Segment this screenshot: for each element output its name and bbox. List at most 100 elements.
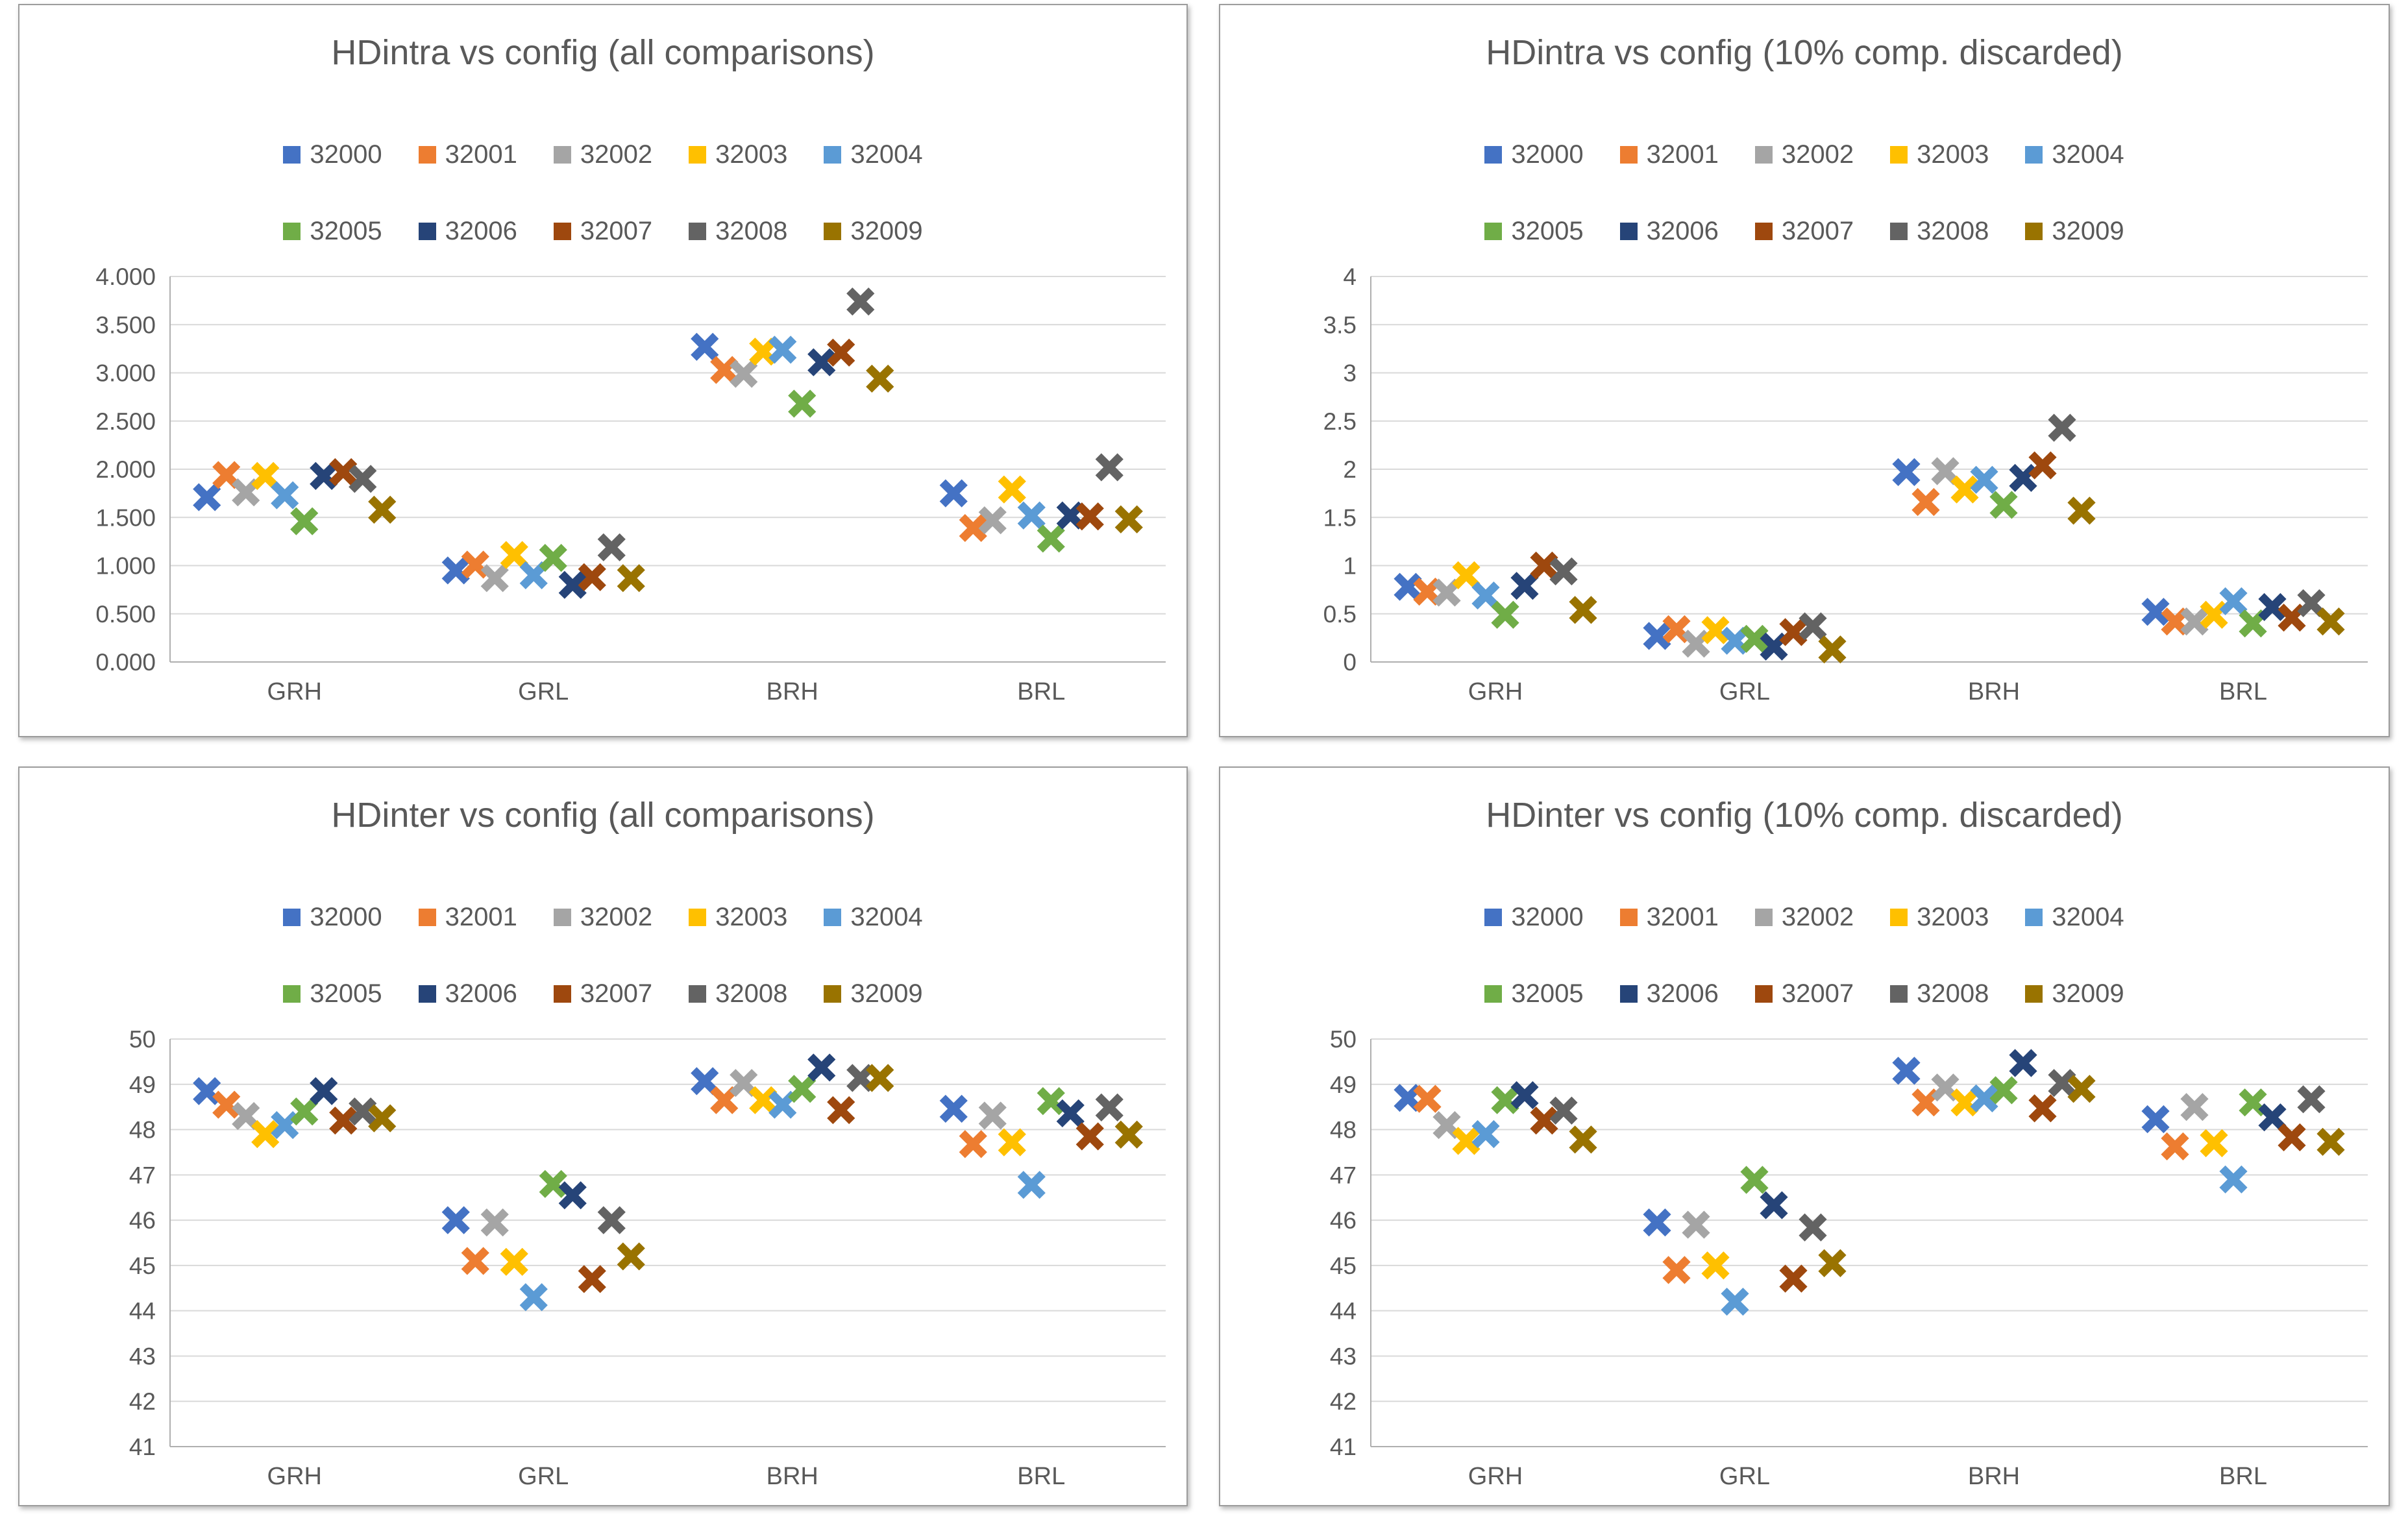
- scatter-marker-x: [1799, 1213, 1827, 1242]
- scatter-marker-x: [1075, 1122, 1104, 1151]
- legend-item-32008: 32008: [689, 979, 787, 1009]
- legend-item-32001: 32001: [1619, 903, 1719, 932]
- scatter-marker-x: [1701, 1251, 1730, 1280]
- scatter-marker-x: [846, 288, 875, 316]
- chart-plot-area: 50 49 48 47 46 45 44 43 42 41 GRH GRL BRH BRL: [129, 1026, 1166, 1490]
- scatter-marker-x: [1818, 1249, 1847, 1277]
- legend-label: 32005: [310, 979, 382, 1008]
- scatter-marker-x: [2219, 1165, 2248, 1194]
- chart-title: HDintra vs config (all comparisons): [331, 33, 875, 72]
- scatter-marker-x: [1549, 557, 1578, 586]
- scatter-marker-x: [519, 1283, 548, 1312]
- legend-label: 32006: [1646, 979, 1719, 1008]
- y-tick-label: 44: [129, 1298, 156, 1325]
- legend-label: 32009: [850, 979, 923, 1008]
- y-tick-label: 4: [1343, 263, 1357, 290]
- scatter-marker-x: [939, 1094, 968, 1123]
- scatter-marker-x: [2316, 607, 2345, 636]
- scatter-marker-x: [2297, 1085, 2326, 1114]
- legend-swatch-icon: [553, 223, 571, 240]
- scatter-marker-x: [1491, 600, 1519, 629]
- chart-panel-hdinter-discarded: HDinter vs config (10% comp. discarded) …: [1219, 766, 2390, 1506]
- scatter-marker-x: [441, 1206, 470, 1234]
- scatter-marker-x: [1701, 616, 1730, 644]
- scatter-marker-x: [710, 356, 739, 384]
- legend-item-32001: 32001: [418, 903, 517, 932]
- legend-item-32002: 32002: [553, 140, 653, 169]
- legend-swatch-icon: [553, 985, 571, 1003]
- legend-swatch-icon: [553, 146, 571, 164]
- legend-item-32003: 32003: [689, 903, 787, 932]
- scatter-marker-x: [2161, 1132, 2189, 1160]
- scatter-marker-x: [1682, 1210, 1710, 1239]
- legend-swatch-icon: [1484, 146, 1503, 164]
- category-label: BRL: [1017, 1463, 1065, 1490]
- scatter-marker-x: [1452, 1127, 1480, 1155]
- scatter-marker-x: [866, 364, 894, 393]
- scatter-marker-x: [1530, 551, 1558, 580]
- scatter-marker-x: [578, 1265, 606, 1293]
- legend-label: 32002: [580, 140, 653, 169]
- legend-swatch-icon: [1619, 223, 1638, 240]
- category-label: GRL: [1719, 1463, 1770, 1490]
- category-label: GRL: [1719, 678, 1770, 705]
- scatter-marker-x: [1037, 1086, 1065, 1116]
- legend-item-32008: 32008: [1890, 979, 1989, 1009]
- legend-item-32001: 32001: [1619, 140, 1719, 169]
- legend-label: 32006: [445, 217, 517, 245]
- legend-label: 32006: [445, 979, 517, 1008]
- legend-label: 32001: [445, 903, 517, 931]
- scatter-marker-x: [329, 458, 358, 487]
- scatter-marker-x: [2009, 1049, 2037, 1077]
- scatter-marker-x: [500, 541, 528, 569]
- y-tick-label: 1.500: [95, 504, 156, 531]
- scatter-marker-x: [978, 1101, 1007, 1130]
- y-tick-label: 1.000: [95, 553, 156, 580]
- scatter-marker-x: [2180, 1093, 2209, 1121]
- scatter-marker-x: [2141, 1105, 2170, 1134]
- legend-label: 32003: [715, 140, 788, 169]
- scatter-marker-x: [2258, 593, 2287, 621]
- legend-label: 32009: [2052, 979, 2124, 1008]
- legend-label: 32001: [1646, 903, 1719, 931]
- legend-label: 32000: [1511, 903, 1584, 931]
- category-label: GRL: [518, 1463, 569, 1490]
- y-tick-label: 45: [129, 1253, 156, 1279]
- legend-item-32004: 32004: [2025, 903, 2124, 932]
- y-tick-label: 2.500: [95, 408, 156, 435]
- y-tick-label: 43: [1330, 1343, 1357, 1369]
- scatter-marker-x: [617, 564, 645, 593]
- scatter-marker-x: [2200, 600, 2228, 629]
- y-tick-label: 46: [1330, 1207, 1357, 1234]
- legend-swatch-icon: [283, 909, 301, 926]
- scatter-marker-x: [2048, 1069, 2076, 1097]
- scatter-marker-x: [807, 348, 836, 376]
- scatter-marker-x: [1056, 1099, 1085, 1128]
- scatter-marker-x: [1740, 624, 1769, 653]
- legend-item-32006: 32006: [418, 979, 517, 1009]
- legend-item-32002: 32002: [1754, 903, 1854, 932]
- scatter-marker-x: [1569, 1125, 1597, 1154]
- legend-label: 32002: [1781, 140, 1854, 169]
- scatter-marker-x: [1394, 572, 1422, 601]
- y-tick-label: 47: [129, 1162, 156, 1188]
- scatter-marker-x: [866, 1064, 894, 1092]
- legend-label: 32005: [310, 217, 382, 245]
- scatter-marker-x: [193, 483, 221, 511]
- scatter-marker-x: [749, 1086, 778, 1114]
- scatter-marker-x: [1510, 1081, 1539, 1110]
- scatter-marker-x: [1892, 458, 1921, 487]
- scatter-marker-x: [271, 481, 299, 509]
- legend-item-32007: 32007: [1754, 979, 1854, 1009]
- scatter-marker-x: [1931, 457, 1960, 485]
- scatter-marker-x: [578, 563, 606, 591]
- legend-label: 32000: [310, 903, 382, 931]
- legend-item-32004: 32004: [824, 140, 923, 169]
- scatter-marker-x: [349, 1097, 377, 1126]
- scatter-marker-x: [2067, 1075, 2096, 1103]
- category-label: BRH: [767, 1463, 818, 1490]
- scatter-marker-x: [1950, 1088, 1979, 1117]
- scatter-marker-x: [461, 550, 489, 579]
- legend-item-32005: 32005: [283, 217, 382, 246]
- chart-legend-row-1: 32000 32001 32002 32003 32004: [1220, 140, 2389, 169]
